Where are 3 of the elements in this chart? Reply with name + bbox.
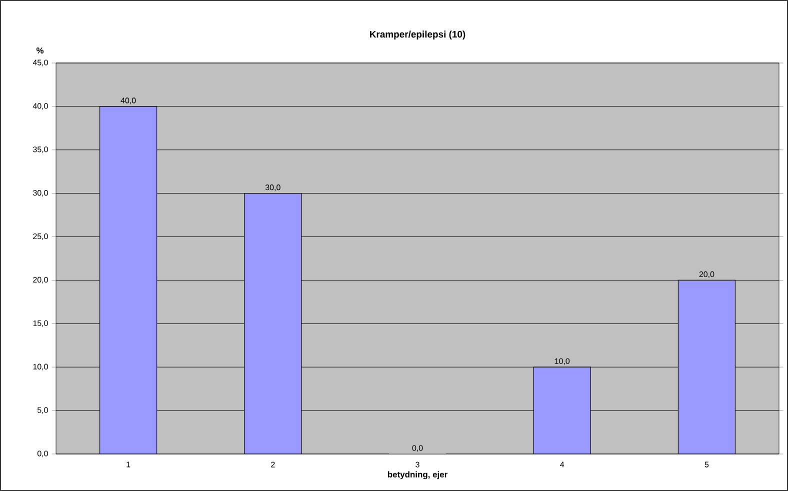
y-axis-title: % bbox=[36, 48, 44, 54]
chart-title: Kramper/epilepsi (10) bbox=[370, 30, 466, 40]
x-axis-title: betydning, ejer bbox=[388, 471, 448, 480]
